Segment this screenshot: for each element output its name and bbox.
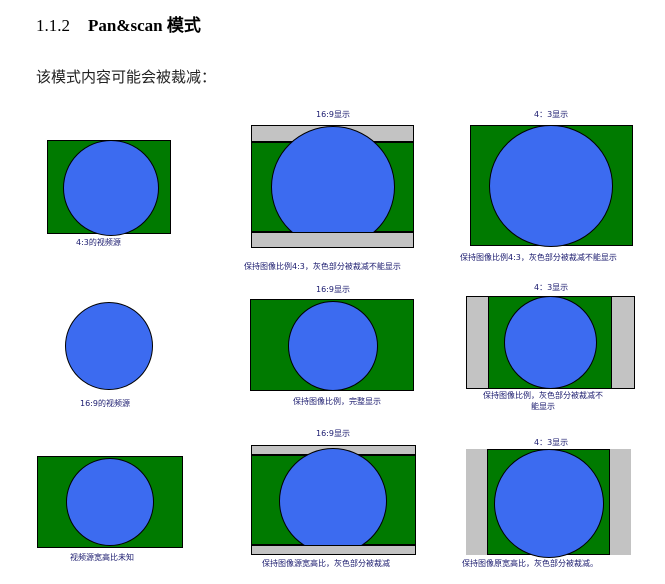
row1-mid-picture — [271, 126, 395, 248]
row3-mid-title: 16:9显示 — [316, 429, 350, 438]
row3-right-crop-right — [610, 449, 631, 555]
intro-text: 该模式内容可能会被裁减： — [36, 68, 217, 86]
row1-right-title: 4：3显示 — [534, 110, 569, 119]
row1-source-picture — [63, 140, 159, 236]
row3-right-caption: 保持图像原宽高比，灰色部分被裁减。 — [462, 559, 598, 568]
row3-right-title: 4：3显示 — [534, 438, 569, 447]
row3-mid-picture — [279, 448, 387, 554]
row1-right-caption: 保持图像比例4:3，灰色部分被裁减不能显示 — [460, 253, 617, 262]
row3-mid-crop-bottom — [251, 545, 416, 555]
row3-right-picture — [494, 449, 604, 558]
row1-right-picture — [489, 125, 613, 247]
row3-source-picture — [66, 458, 154, 546]
row2-right-picture — [504, 296, 597, 389]
row2-mid-caption: 保持图像比例，完整显示 — [293, 397, 381, 406]
row2-source-picture — [65, 302, 153, 390]
row2-source-caption: 16:9的视频源 — [80, 399, 130, 408]
section-number: 1.1.2 — [36, 16, 70, 35]
section-title: Pan&scan 模式 — [88, 16, 201, 35]
row2-right-crop-right — [611, 296, 635, 389]
row3-source-caption: 视频源宽高比未知 — [70, 553, 134, 562]
row1-mid-title: 16:9显示 — [316, 110, 350, 119]
row1-source-caption: 4:3的视频源 — [76, 238, 121, 247]
row2-right-crop-left — [466, 296, 489, 389]
row2-right-title: 4：3显示 — [534, 283, 569, 292]
row3-right-crop-left — [466, 449, 487, 555]
row3-mid-caption: 保持图像源宽高比，灰色部分被裁减 — [262, 559, 390, 568]
section-heading: 1.1.2 Pan&scan 模式 — [36, 11, 201, 36]
row2-mid-picture — [288, 301, 378, 391]
row2-right-caption: 保持图像比例，灰色部分被裁减不能显示 — [483, 391, 603, 411]
row1-mid-crop-bottom — [251, 232, 414, 248]
row1-mid-caption: 保持图像比例4:3，灰色部分被裁减不能显示 — [244, 262, 401, 271]
row2-mid-title: 16:9显示 — [316, 285, 350, 294]
